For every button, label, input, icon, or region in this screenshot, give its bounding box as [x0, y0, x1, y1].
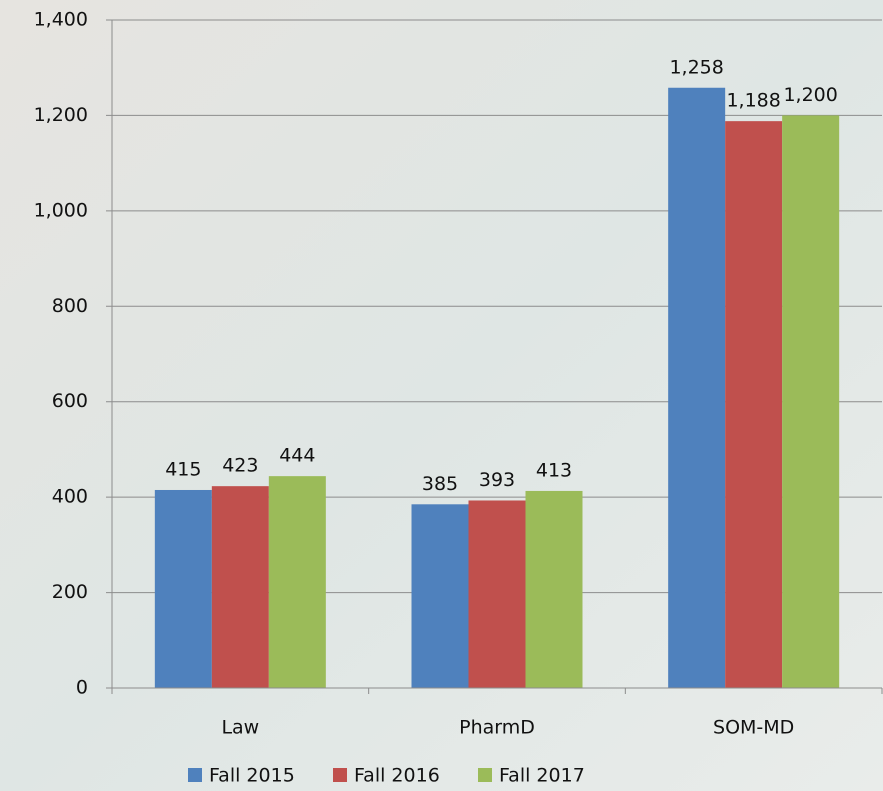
bar [725, 121, 782, 688]
data-label: 1,200 [783, 84, 837, 106]
bar [269, 476, 326, 688]
y-tick-label: 200 [52, 581, 88, 603]
bar [782, 115, 839, 688]
x-tick-label: SOM-MD [713, 717, 794, 739]
data-label: 393 [479, 469, 515, 491]
data-label: 1,258 [669, 56, 723, 78]
y-tick-label: 800 [52, 295, 88, 317]
chart: 0 200 400 600 800 1,000 1,200 1,400 Law 415 423 444… [0, 0, 883, 791]
bar [212, 486, 269, 688]
data-label: 1,188 [726, 90, 780, 112]
x-tick-label: PharmD [459, 717, 535, 739]
legend-swatch [188, 768, 202, 782]
bar [155, 490, 212, 688]
bar [469, 500, 526, 688]
y-tick-label: 600 [52, 390, 88, 412]
y-tick-label: 1,400 [34, 9, 88, 31]
bar [526, 491, 583, 688]
data-label: 385 [422, 473, 458, 495]
x-tick-label: Law [221, 717, 259, 739]
legend-swatch [333, 768, 347, 782]
legend-label: Fall 2017 [499, 765, 585, 787]
y-tick-label: 1,000 [34, 199, 88, 221]
y-tick-label: 0 [76, 677, 88, 699]
legend-label: Fall 2016 [354, 765, 440, 787]
legend-swatch [478, 768, 492, 782]
page: 0 200 400 600 800 1,000 1,200 1,400 Law 415 423 444… [0, 0, 883, 791]
data-label: 444 [279, 445, 315, 467]
y-tick-label: 1,200 [34, 104, 88, 126]
bar [412, 504, 469, 688]
legend-label: Fall 2015 [209, 765, 295, 787]
bar [668, 88, 725, 688]
y-tick-label: 400 [52, 486, 88, 508]
data-label: 415 [165, 458, 201, 480]
data-label: 423 [222, 455, 258, 477]
data-label: 413 [536, 459, 572, 481]
